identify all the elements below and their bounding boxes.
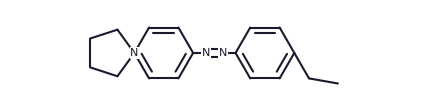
Text: N: N bbox=[202, 48, 210, 58]
Text: N: N bbox=[219, 48, 227, 58]
Text: N: N bbox=[130, 48, 139, 58]
